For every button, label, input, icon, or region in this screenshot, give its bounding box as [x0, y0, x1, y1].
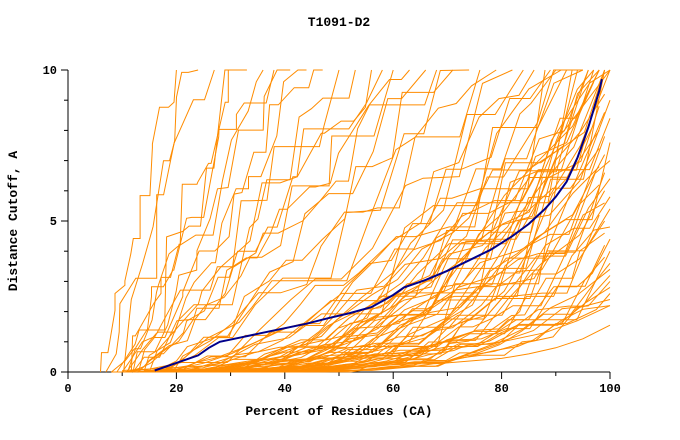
ensemble-curve [132, 69, 372, 373]
ensemble-curve [165, 93, 606, 373]
highlight-curve [154, 78, 603, 372]
ensemble-curve [122, 69, 247, 373]
x-tick-label: 80 [494, 382, 508, 396]
ensemble-curve [100, 69, 177, 373]
ensemble-curve [181, 148, 600, 373]
ensemble-curve [192, 184, 600, 373]
ensemble-curve [148, 69, 383, 373]
x-tick-label: 40 [278, 382, 292, 396]
x-tick-label: 0 [64, 382, 71, 396]
ensemble-curve [176, 69, 611, 373]
ensemble-curve [138, 69, 410, 373]
ensemble-curve [132, 69, 291, 373]
ensemble-curve [165, 69, 481, 373]
ensemble-curve [111, 69, 215, 373]
ensemble-outlier-curve [143, 324, 611, 371]
y-tick-label: 10 [43, 64, 57, 78]
ensemble-curve [149, 81, 595, 373]
ensemble-curve [154, 69, 568, 373]
ensemble-curve [143, 69, 470, 373]
ensemble-outlier-curve [122, 305, 611, 371]
ensemble-curve [127, 69, 394, 373]
x-axis-label: Percent of Residues (CA) [245, 404, 432, 419]
x-tick-label: 60 [386, 382, 400, 396]
axes [61, 69, 611, 379]
ensemble-curves [100, 69, 611, 373]
chart-title: T1091-D2 [308, 15, 371, 30]
highlight-curve-line [154, 78, 603, 372]
ensemble-curve [149, 69, 557, 373]
ensemble-curve [159, 69, 454, 373]
ensemble-curve [116, 69, 307, 373]
x-tick-label: 20 [169, 382, 183, 396]
ensemble-curve [111, 69, 264, 373]
ensemble-curve [122, 69, 513, 373]
ensemble-curve [160, 69, 611, 373]
y-tick-label: 5 [50, 215, 57, 229]
ensemble-curve [149, 69, 589, 373]
ensemble-curve [143, 69, 600, 373]
y-tick-label: 0 [50, 366, 57, 380]
ensemble-curve [105, 69, 199, 373]
x-tick-label: 100 [599, 382, 621, 396]
ensemble-curve [208, 208, 611, 373]
ensemble-curve [192, 69, 611, 373]
ensemble-curve [127, 69, 275, 373]
ensemble-curve [149, 69, 497, 373]
y-axis-label: Distance Cutoff, A [6, 151, 21, 292]
ensemble-curve [132, 69, 438, 373]
ensemble-curve [176, 160, 611, 373]
ensemble-curve [138, 69, 551, 373]
ensemble-curve [154, 69, 595, 373]
ensemble-curve [127, 69, 546, 373]
ensemble-curve [143, 69, 535, 373]
ensemble-curve [138, 69, 323, 373]
